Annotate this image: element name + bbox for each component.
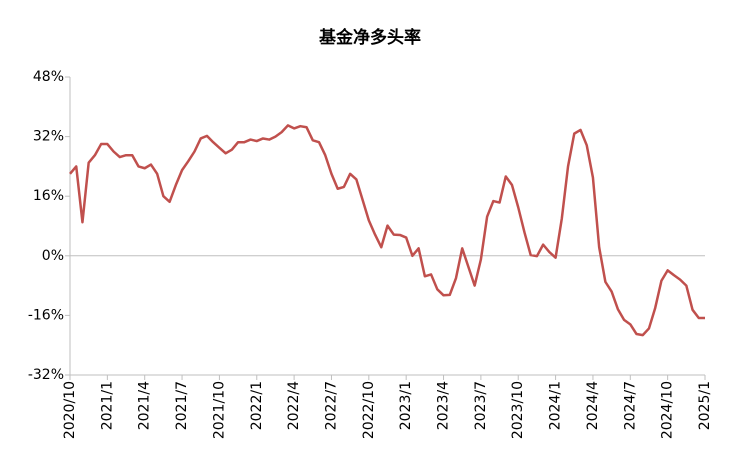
- x-tick-label: 2024/1: [548, 381, 564, 430]
- y-tick-label: 16%: [33, 188, 64, 204]
- x-tick-label: 2024/7: [622, 381, 638, 430]
- x-tick-label: 2024/10: [660, 381, 676, 439]
- x-tick-label: 2024/4: [585, 381, 601, 430]
- x-tick-label: 2023/4: [436, 381, 452, 430]
- x-tick-label: 2021/10: [211, 381, 227, 439]
- chart-title: 基金净多头率: [318, 27, 421, 48]
- x-tick-label: 2020/10: [62, 381, 78, 439]
- x-tick-label: 2022/10: [361, 381, 377, 439]
- x-tick-label: 2025/1: [697, 381, 713, 430]
- x-tick-label: 2023/1: [398, 381, 414, 430]
- y-tick-label: 0%: [42, 248, 64, 264]
- x-tick-label: 2021/1: [99, 381, 115, 430]
- x-tick-label: 2022/7: [323, 381, 339, 430]
- y-tick-label: -32%: [28, 367, 64, 383]
- line-series: [69, 124, 705, 337]
- x-tick-label: 2021/7: [174, 381, 190, 430]
- x-tick-label: 2021/4: [137, 381, 153, 430]
- y-tick-label: 48%: [33, 69, 64, 85]
- x-tick-label: 2022/4: [286, 381, 302, 430]
- x-tick-label: 2022/1: [249, 381, 265, 430]
- y-tick-label: 32%: [33, 129, 64, 145]
- x-tick-label: 2023/10: [510, 381, 526, 439]
- y-tick-label: -16%: [28, 307, 64, 323]
- x-tick-label: 2023/7: [473, 381, 489, 430]
